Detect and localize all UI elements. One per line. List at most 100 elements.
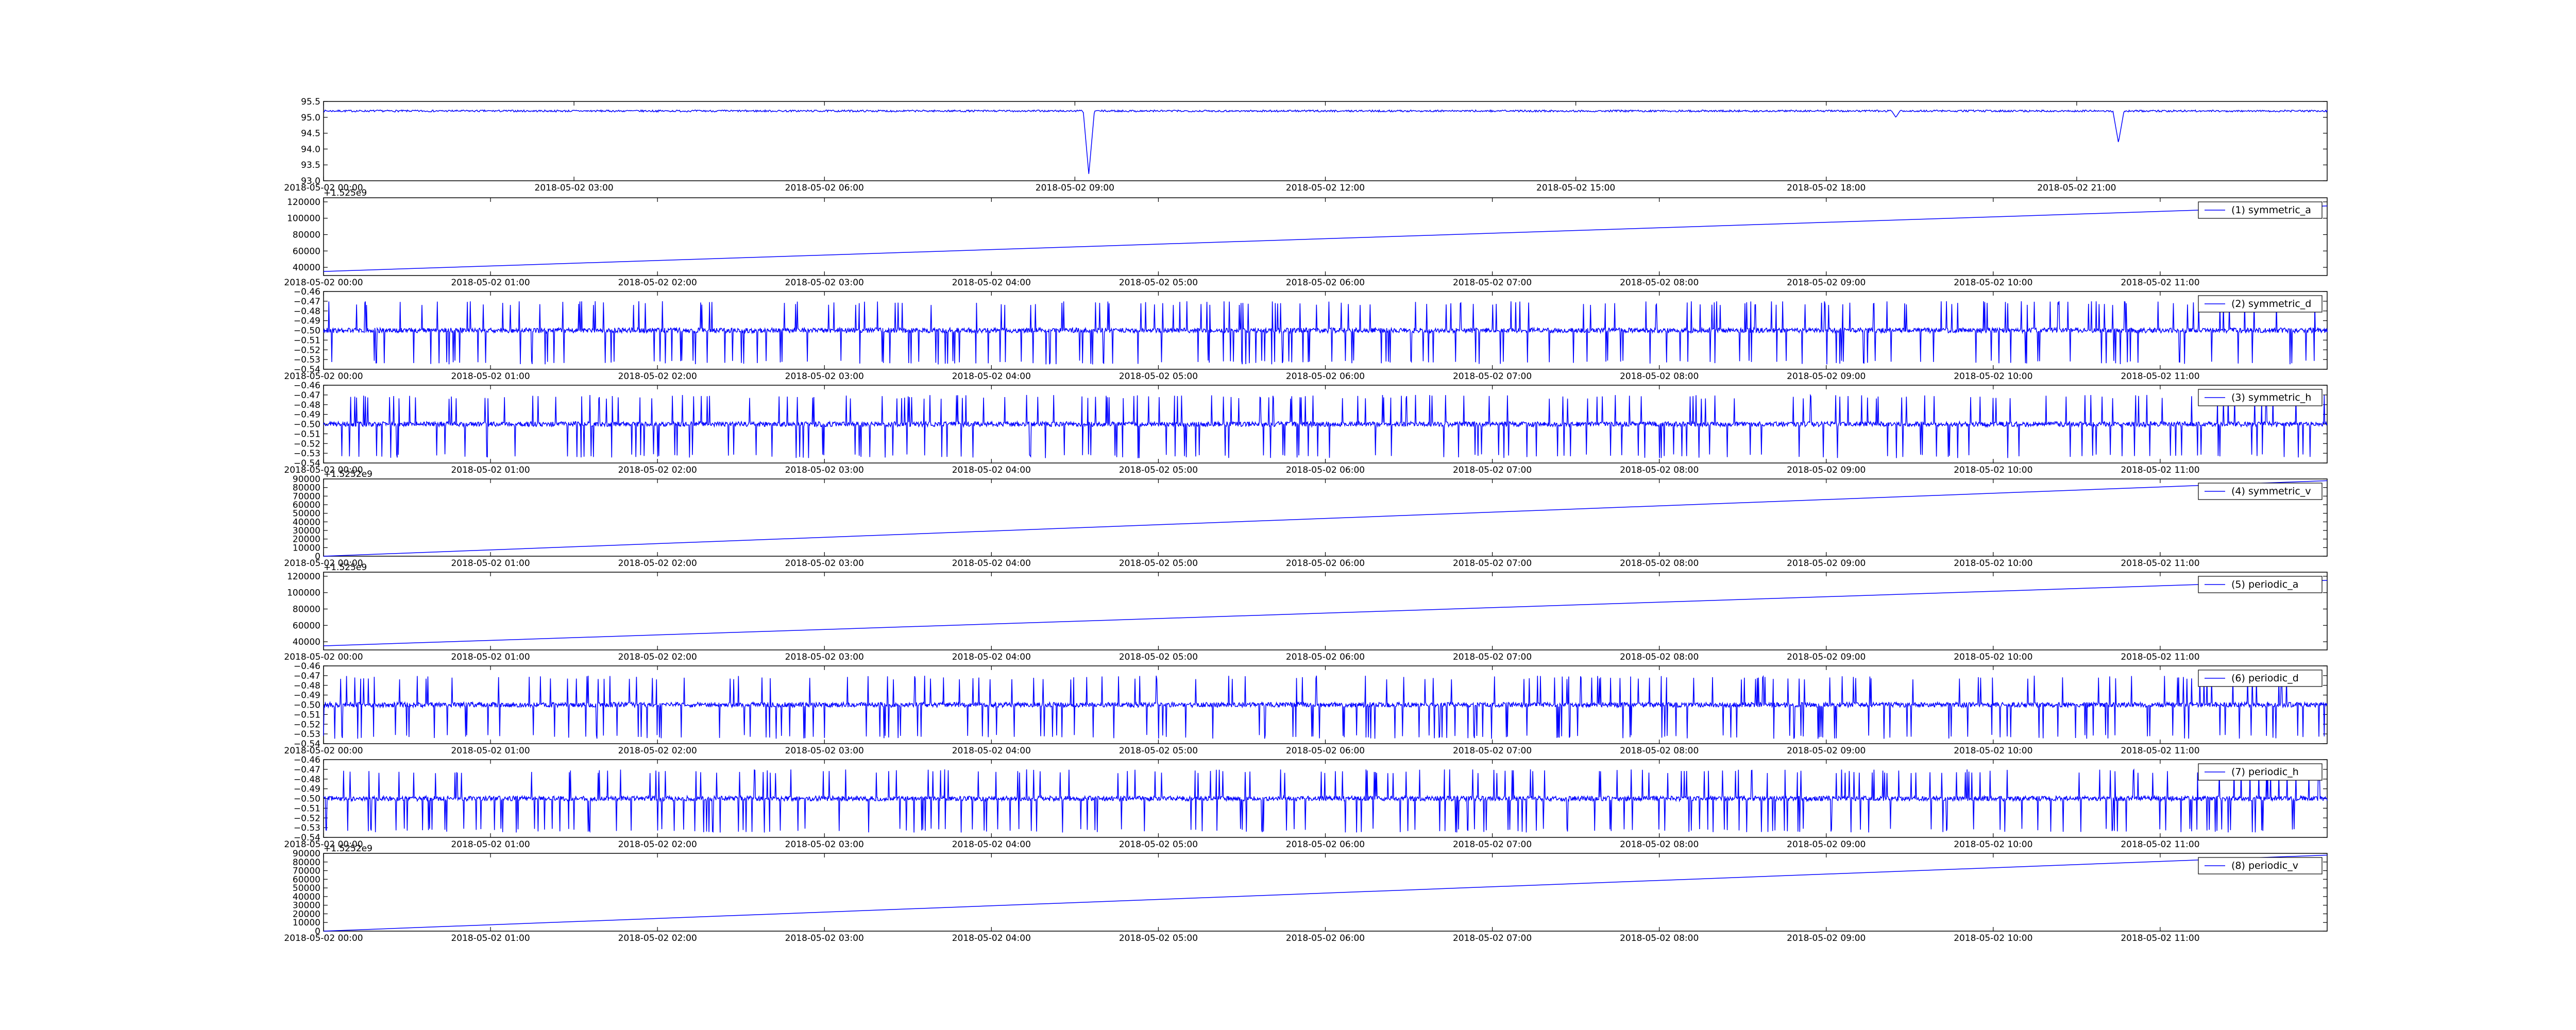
x-tick-label: 2018-05-02 03:00	[785, 465, 864, 475]
y-tick-label: 10000	[293, 543, 320, 553]
x-tick-label: 2018-05-02 09:00	[1787, 371, 1866, 382]
y-tick-label: −0.48	[294, 681, 320, 691]
plot-frame	[323, 572, 2328, 650]
y-tick-label: −0.46	[294, 381, 320, 391]
x-tick-label: 2018-05-02 01:00	[451, 465, 530, 475]
x-tick-label: 2018-05-02 01:00	[451, 558, 530, 569]
x-tick-label: 2018-05-02 03:00	[785, 839, 864, 850]
y-tick-label: 0	[315, 926, 320, 937]
x-tick-label: 2018-05-02 04:00	[952, 278, 1031, 288]
y-tick-label: 80000	[293, 857, 320, 868]
x-tick-label: 2018-05-02 10:00	[1954, 278, 2032, 288]
chart-panel-6: 2018-05-02 00:00 2018-05-02 01:00 2018-05-…	[284, 562, 2328, 662]
axis-offset-label: +1.525e9	[324, 188, 367, 198]
legend: (7) periodic_h	[2198, 763, 2323, 781]
y-tick-label: 80000	[293, 230, 320, 241]
x-tick-label: 2018-05-02 09:00	[1787, 746, 1866, 756]
series-line	[323, 580, 2328, 646]
y-tick-label: −0.49	[294, 316, 320, 327]
x-tick-label: 2018-05-02 05:00	[1119, 371, 1198, 382]
x-tick-label: 2018-05-02 03:00	[785, 278, 864, 288]
x-tick-label: 2018-05-02 11:00	[2121, 839, 2199, 850]
y-tick-label: −0.48	[294, 775, 320, 785]
legend: (4) symmetric_v	[2198, 483, 2323, 500]
x-tick-label: 2018-05-02 11:00	[2121, 933, 2199, 943]
x-tick-label: 2018-05-02 03:00	[535, 183, 614, 193]
x-tick-label: 2018-05-02 07:00	[1453, 278, 1532, 288]
y-tick-label: 90000	[293, 849, 320, 859]
x-tick-label: 2018-05-02 03:00	[785, 371, 864, 382]
x-tick-label: 2018-05-02 09:00	[1787, 278, 1866, 288]
x-tick-label: 2018-05-02 11:00	[2121, 465, 2199, 475]
y-tick-label: 120000	[287, 572, 320, 582]
y-tick-label: 94.5	[301, 129, 320, 139]
x-tick-label: 2018-05-02 06:00	[1286, 558, 1365, 569]
axis-offset-label: +1.5252e9	[324, 469, 372, 479]
x-tick-label: 2018-05-02 07:00	[1453, 746, 1532, 756]
y-tick-label: −0.51	[294, 335, 320, 346]
x-tick-label: 2018-05-02 09:00	[1787, 558, 1866, 569]
x-tick-label: 2018-05-02 18:00	[1787, 183, 1866, 193]
y-tick-label: −0.49	[294, 410, 320, 420]
y-tick-label: 93.0	[301, 176, 320, 186]
x-tick-label: 2018-05-02 03:00	[785, 652, 864, 662]
x-tick-label: 2018-05-02 05:00	[1119, 278, 1198, 288]
x-tick-label: 2018-05-02 06:00	[1286, 371, 1365, 382]
x-tick-label: 2018-05-02 04:00	[952, 558, 1031, 569]
y-tick-label: −0.54	[294, 365, 320, 375]
x-tick-label: 2018-05-02 09:00	[1787, 465, 1866, 475]
legend-label: (5) periodic_a	[2231, 579, 2298, 590]
x-tick-label: 2018-05-02 02:00	[618, 652, 697, 662]
x-tick-label: 2018-05-02 09:00	[1787, 652, 1866, 662]
x-tick-label: 2018-05-02 06:00	[1286, 278, 1365, 288]
x-tick-label: 2018-05-02 08:00	[1620, 933, 1699, 943]
y-tick-label: −0.50	[294, 794, 320, 804]
x-tick-label: 2018-05-02 06:00	[785, 183, 864, 193]
x-tick-label: 2018-05-02 08:00	[1620, 746, 1699, 756]
x-tick-label: 2018-05-02 02:00	[618, 746, 697, 756]
chart-panel-4: 2018-05-02 00:00 2018-05-02 01:00 2018-05-…	[284, 381, 2328, 475]
x-tick-label: 2018-05-02 10:00	[1954, 746, 2032, 756]
y-tick-label: −0.46	[294, 755, 320, 765]
x-tick-label: 2018-05-02 07:00	[1453, 933, 1532, 943]
y-tick-label: −0.49	[294, 691, 320, 701]
legend: (1) symmetric_a	[2198, 201, 2323, 219]
series-line	[323, 109, 2328, 174]
chart-panel-7: 2018-05-02 00:00 2018-05-02 01:00 2018-05-…	[284, 661, 2328, 756]
x-tick-label: 2018-05-02 02:00	[618, 465, 697, 475]
series-line	[323, 675, 2328, 739]
x-tick-label: 2018-05-02 01:00	[451, 839, 530, 850]
x-tick-label: 2018-05-02 00:00	[284, 746, 363, 756]
chart-panel-5: 2018-05-02 00:00 2018-05-02 01:00 2018-05-…	[284, 469, 2328, 569]
x-tick-label: 2018-05-02 03:00	[785, 746, 864, 756]
y-tick-label: −0.51	[294, 429, 320, 439]
legend: (8) periodic_v	[2198, 857, 2323, 874]
y-tick-label: −0.54	[294, 739, 320, 749]
y-tick-label: 40000	[293, 892, 320, 902]
y-tick-label: −0.50	[294, 326, 320, 336]
x-tick-label: 2018-05-02 05:00	[1119, 933, 1198, 943]
x-tick-label: 2018-05-02 04:00	[952, 652, 1031, 662]
axis-offset-label: +1.5252e9	[324, 844, 372, 854]
series-line	[323, 854, 2328, 932]
y-tick-label: 30000	[293, 526, 320, 536]
y-tick-label: −0.46	[294, 661, 320, 672]
x-tick-label: 2018-05-02 00:00	[284, 558, 363, 569]
x-tick-label: 2018-05-02 05:00	[1119, 839, 1198, 850]
x-tick-label: 2018-05-02 10:00	[1954, 839, 2032, 850]
x-tick-label: 2018-05-02 02:00	[618, 933, 697, 943]
x-tick-label: 2018-05-02 01:00	[451, 652, 530, 662]
x-tick-label: 2018-05-02 04:00	[952, 746, 1031, 756]
y-tick-label: 40000	[293, 517, 320, 527]
x-tick-label: 2018-05-02 00:00	[284, 371, 363, 382]
y-tick-label: −0.52	[294, 439, 320, 449]
x-tick-label: 2018-05-02 11:00	[2121, 652, 2199, 662]
x-tick-label: 2018-05-02 05:00	[1119, 465, 1198, 475]
x-tick-label: 2018-05-02 03:00	[785, 558, 864, 569]
y-tick-label: −0.48	[294, 306, 320, 317]
y-tick-label: 120000	[287, 197, 320, 208]
y-tick-label: −0.52	[294, 719, 320, 730]
legend-box	[2198, 763, 2323, 781]
x-tick-label: 2018-05-02 05:00	[1119, 652, 1198, 662]
x-tick-label: 2018-05-02 12:00	[1286, 183, 1365, 193]
